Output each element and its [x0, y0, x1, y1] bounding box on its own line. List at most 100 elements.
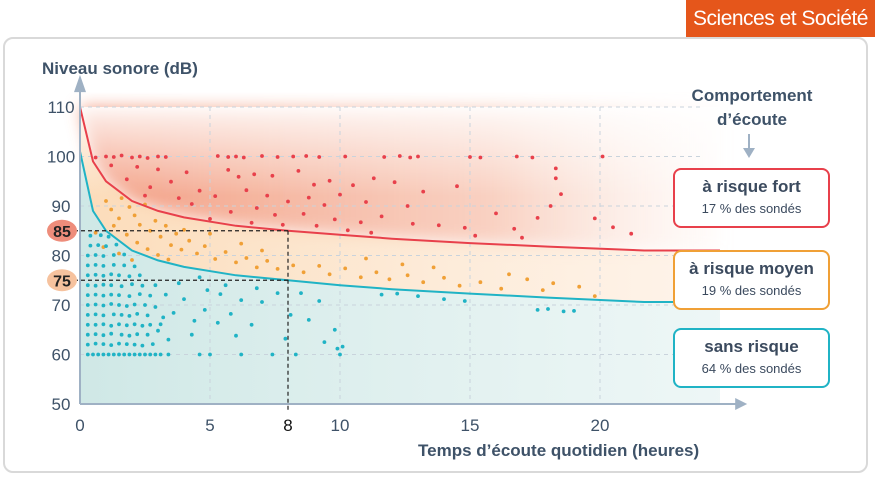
data-point: [291, 263, 296, 268]
data-point: [215, 320, 220, 325]
data-point: [182, 227, 186, 232]
data-point: [369, 230, 374, 235]
data-point: [117, 293, 121, 297]
threshold-curve-no-risk: [79, 151, 721, 304]
data-point: [88, 233, 93, 238]
data-point: [244, 188, 249, 193]
data-point: [442, 297, 446, 301]
data-point: [145, 247, 150, 252]
data-point: [215, 154, 220, 158]
data-point: [140, 283, 145, 288]
data-point: [91, 352, 95, 357]
y-tick-label: 50: [52, 395, 71, 414]
data-point: [405, 204, 410, 208]
data-point: [195, 251, 199, 256]
data-point: [104, 154, 108, 159]
data-point: [124, 323, 129, 328]
data-point: [153, 218, 158, 223]
data-point: [124, 304, 129, 308]
data-point: [143, 303, 147, 307]
data-point: [280, 222, 285, 227]
data-point: [93, 263, 98, 267]
data-point: [85, 303, 90, 307]
data-point: [163, 292, 168, 297]
data-point: [234, 154, 238, 159]
data-point: [260, 248, 264, 253]
data-point: [478, 155, 483, 160]
data-point: [166, 352, 171, 357]
tick-highlight-badge: [47, 219, 77, 242]
data-point: [117, 251, 121, 256]
data-point: [85, 253, 90, 258]
data-point: [345, 228, 350, 233]
data-point: [93, 272, 98, 277]
data-point: [96, 352, 101, 357]
data-point: [85, 273, 90, 278]
x-axis-label: Temps d’écoute quotidien (heures): [418, 441, 699, 460]
data-point: [119, 313, 124, 317]
data-point: [317, 155, 322, 159]
legend-box-high-risk: à risque fort 17 % des sondés: [673, 168, 830, 228]
data-point: [265, 259, 270, 263]
data-point: [226, 168, 231, 172]
data-point: [158, 234, 163, 239]
data-point: [127, 205, 132, 209]
data-point: [553, 166, 558, 171]
data-point: [127, 333, 132, 338]
data-point: [592, 216, 597, 221]
data-point: [150, 342, 155, 346]
data-point: [228, 312, 233, 316]
y-tick-label: 60: [52, 346, 71, 365]
data-point: [293, 352, 298, 357]
data-point: [494, 211, 498, 216]
data-point: [184, 170, 189, 175]
data-point: [288, 313, 293, 317]
data-point: [473, 233, 478, 238]
legend-title-line2: d’écoute: [717, 110, 787, 129]
data-point: [189, 202, 194, 206]
threshold-curve-high-risk: [79, 106, 721, 252]
data-point: [283, 336, 288, 341]
data-point: [109, 323, 114, 328]
data-point: [379, 292, 384, 297]
data-point: [132, 352, 137, 357]
axes: [74, 74, 748, 410]
data-point: [169, 179, 173, 184]
legend-box-no-risk: sans risque 64 % des sondés: [673, 328, 830, 388]
data-point: [395, 291, 400, 296]
data-point: [317, 299, 322, 303]
data-point: [137, 273, 142, 278]
data-point: [176, 281, 181, 286]
data-point: [197, 352, 202, 357]
data-point: [327, 272, 332, 277]
data-point: [143, 352, 147, 357]
data-point: [572, 309, 576, 313]
data-point: [351, 183, 355, 188]
data-point: [260, 154, 264, 158]
data-point: [143, 193, 147, 198]
data-point: [93, 230, 98, 235]
data-point: [132, 322, 137, 327]
data-point: [561, 309, 566, 314]
data-point: [244, 256, 249, 260]
data-point: [629, 231, 634, 236]
data-point: [127, 274, 132, 279]
data-point: [182, 297, 186, 301]
data-point: [322, 203, 327, 207]
data-point: [122, 252, 127, 257]
data-point: [93, 322, 98, 327]
data-point: [145, 313, 150, 318]
data-point: [109, 163, 114, 168]
data-point: [551, 281, 556, 286]
data-point: [338, 352, 342, 357]
data-point: [119, 153, 124, 158]
data-point: [436, 223, 441, 228]
data-point: [421, 189, 426, 194]
data-point: [98, 233, 103, 238]
x-tick-label: 5: [205, 416, 214, 435]
data-point: [408, 155, 413, 160]
data-point: [343, 266, 348, 271]
data-point: [111, 253, 116, 257]
data-point: [301, 212, 306, 216]
data-point: [317, 264, 322, 268]
